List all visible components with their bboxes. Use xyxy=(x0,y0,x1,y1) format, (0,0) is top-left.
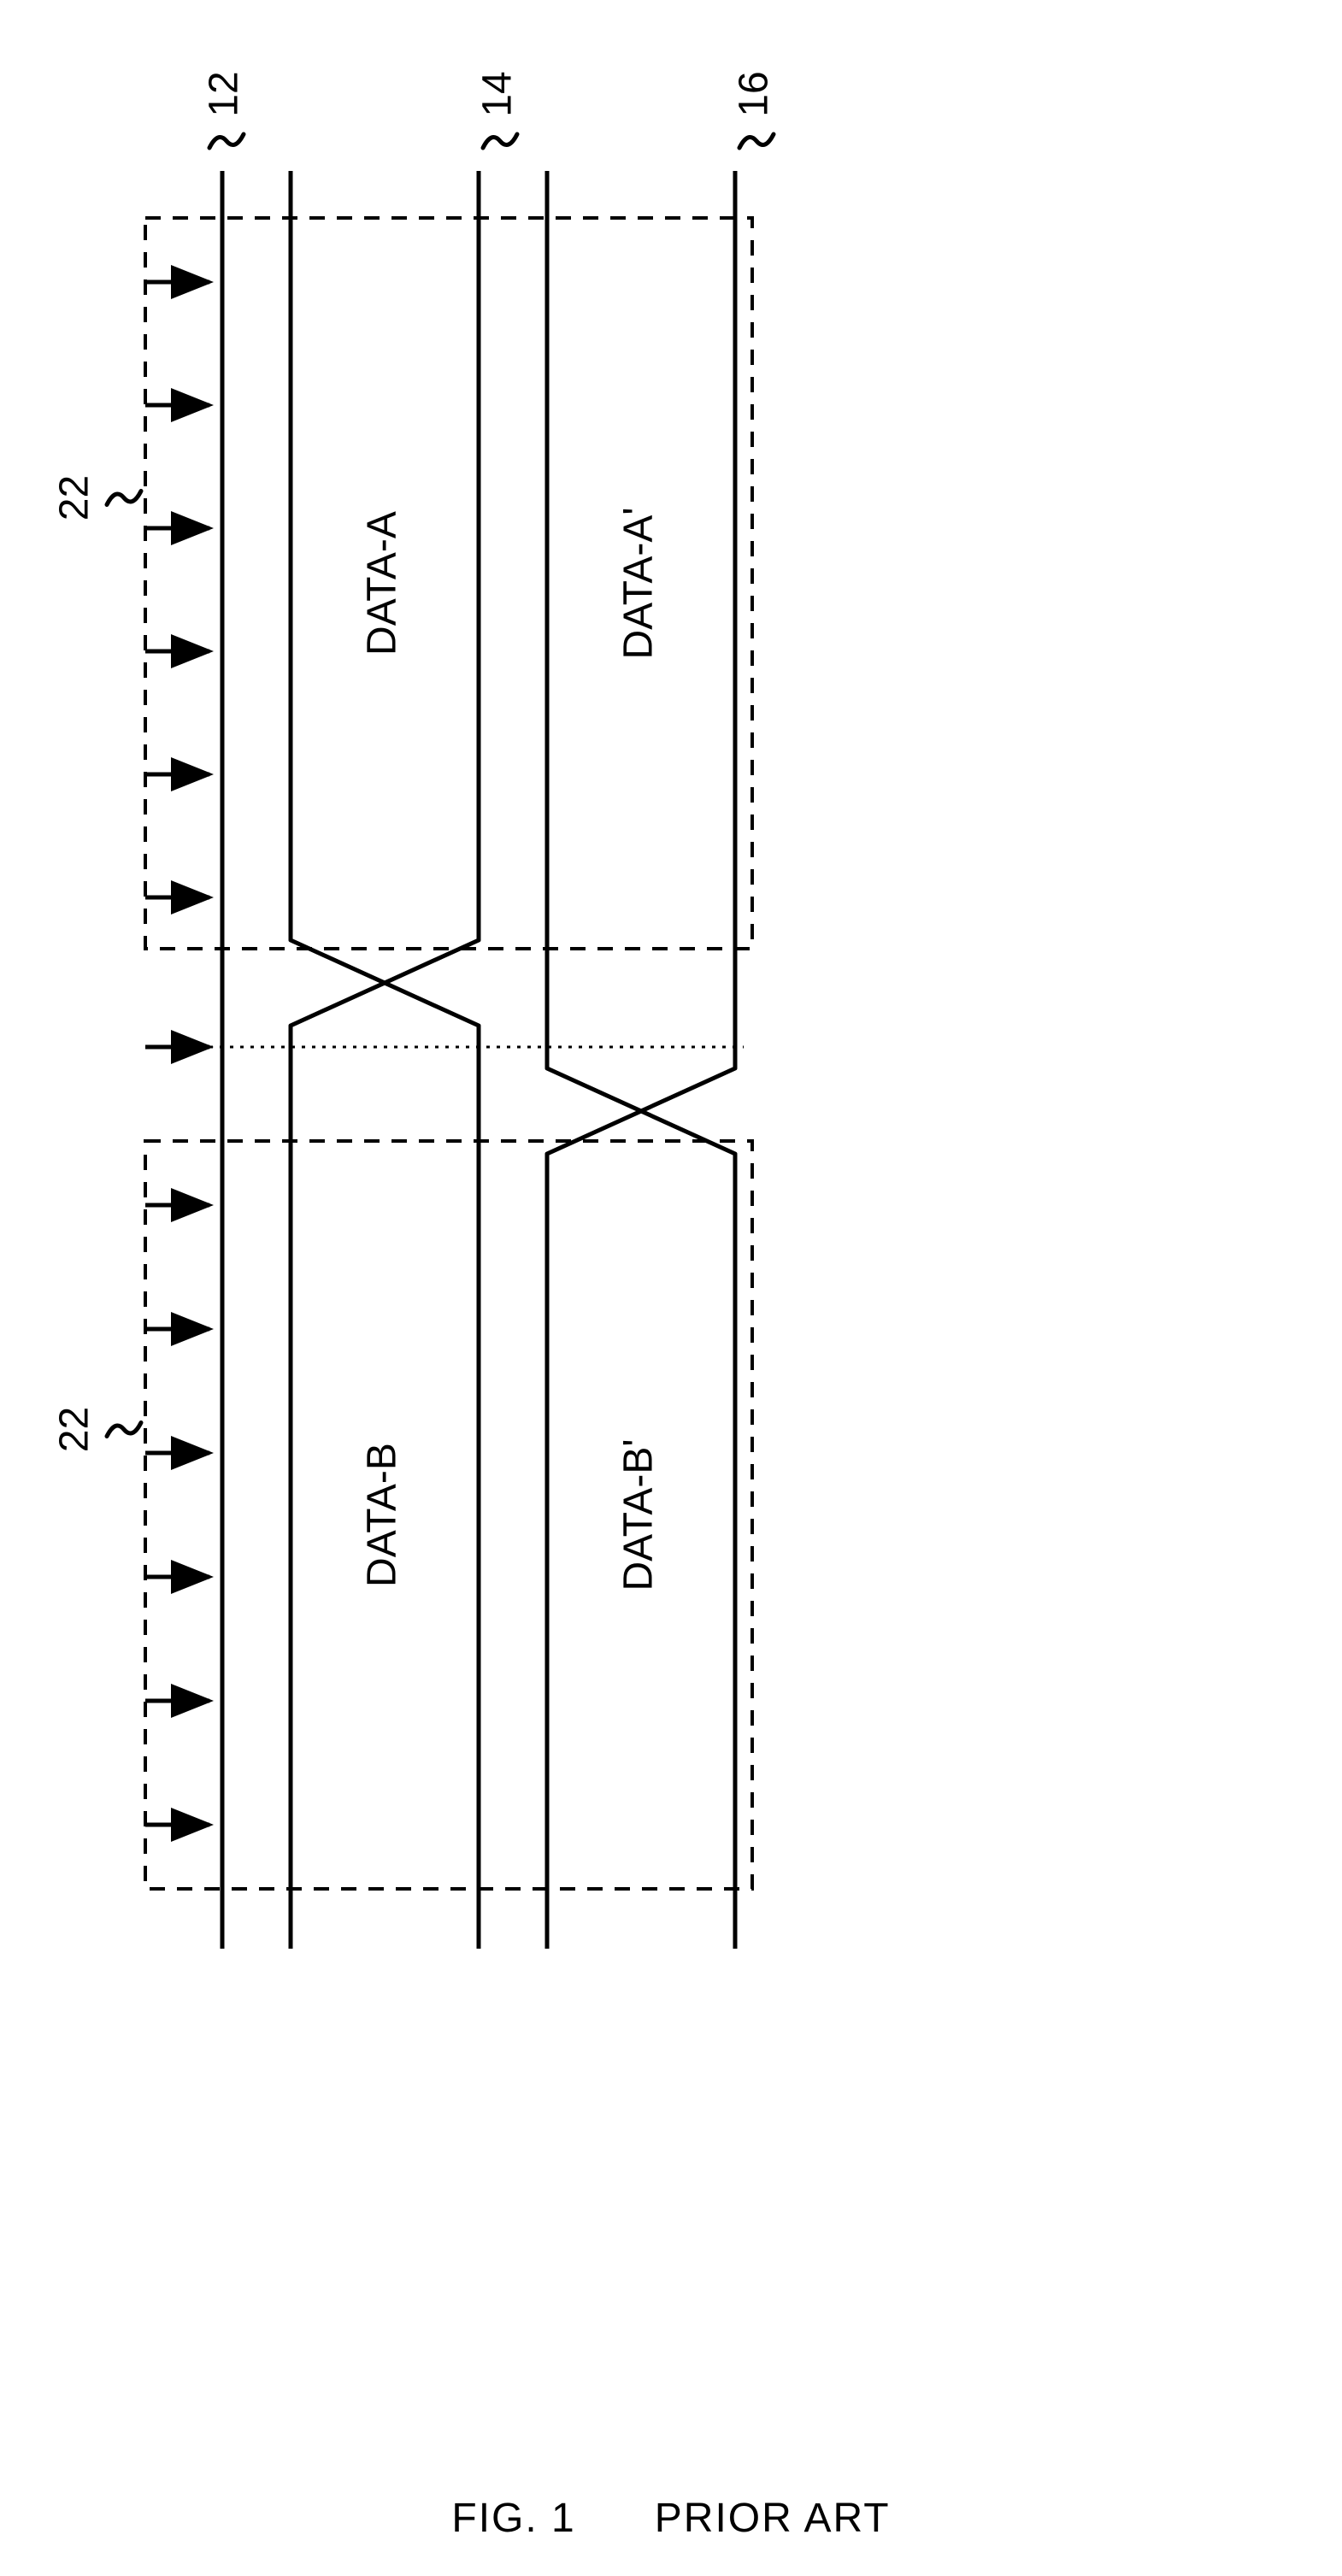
svg-text:DATA-B': DATA-B' xyxy=(616,1438,662,1591)
svg-text:12: 12 xyxy=(202,71,247,116)
svg-text:DATA-A': DATA-A' xyxy=(616,507,662,659)
timing-diagram-svg: DATA-A DATA-A' DATA-B DATA-B' 12 14 16 22 22 xyxy=(34,34,1308,2461)
svg-text:14: 14 xyxy=(475,71,521,116)
figure-caption: FIG. 1 PRIOR ART xyxy=(34,2495,1308,2542)
svg-text:22: 22 xyxy=(52,475,97,520)
figure-container: DATA-A DATA-A' DATA-B DATA-B' 12 14 16 22 22 FIG… xyxy=(34,34,1308,2542)
svg-text:22: 22 xyxy=(52,1407,97,1452)
svg-text:16: 16 xyxy=(732,71,777,116)
caption-fig: FIG. 1 xyxy=(451,2496,575,2541)
caption-prior: PRIOR ART xyxy=(655,2496,891,2541)
svg-text:DATA-B: DATA-B xyxy=(360,1443,405,1587)
svg-text:DATA-A: DATA-A xyxy=(360,511,405,656)
